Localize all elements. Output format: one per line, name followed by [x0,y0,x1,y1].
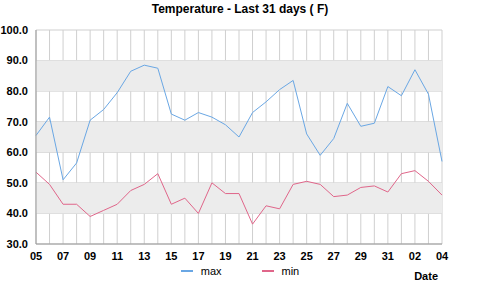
svg-text:100.0: 100.0 [8,24,28,36]
svg-text:05: 05 [30,250,42,262]
svg-text:30.0: 30.0 [8,238,28,250]
svg-text:07: 07 [57,250,69,262]
svg-text:50.0: 50.0 [8,177,28,189]
svg-text:09: 09 [84,250,96,262]
svg-text:17: 17 [192,250,204,262]
svg-text:23: 23 [273,250,285,262]
svg-text:Date: Date [414,270,438,282]
svg-text:70.0: 70.0 [8,116,28,128]
svg-text:60.0: 60.0 [8,146,28,158]
svg-text:29: 29 [355,250,367,262]
svg-text:31: 31 [382,250,394,262]
svg-text:15: 15 [165,250,177,262]
html-text:max: max [200,265,222,277]
svg-text:25: 25 [301,250,313,262]
svg-text:13: 13 [138,250,150,262]
svg-text:04: 04 [436,250,449,262]
svg-text:19: 19 [219,250,231,262]
html-text:Temperature - Last 31 days ( F: Temperature - Last 31 days ( F) [151,2,329,16]
svg-text:11: 11 [111,250,123,262]
svg-text:90.0: 90.0 [8,54,28,66]
svg-text:40.0: 40.0 [8,207,28,219]
svg-text:21: 21 [246,250,258,262]
svg-text:80.0: 80.0 [8,85,28,97]
svg-text:02: 02 [409,250,421,262]
svg-text:27: 27 [328,250,340,262]
html-text:min: min [281,265,300,277]
